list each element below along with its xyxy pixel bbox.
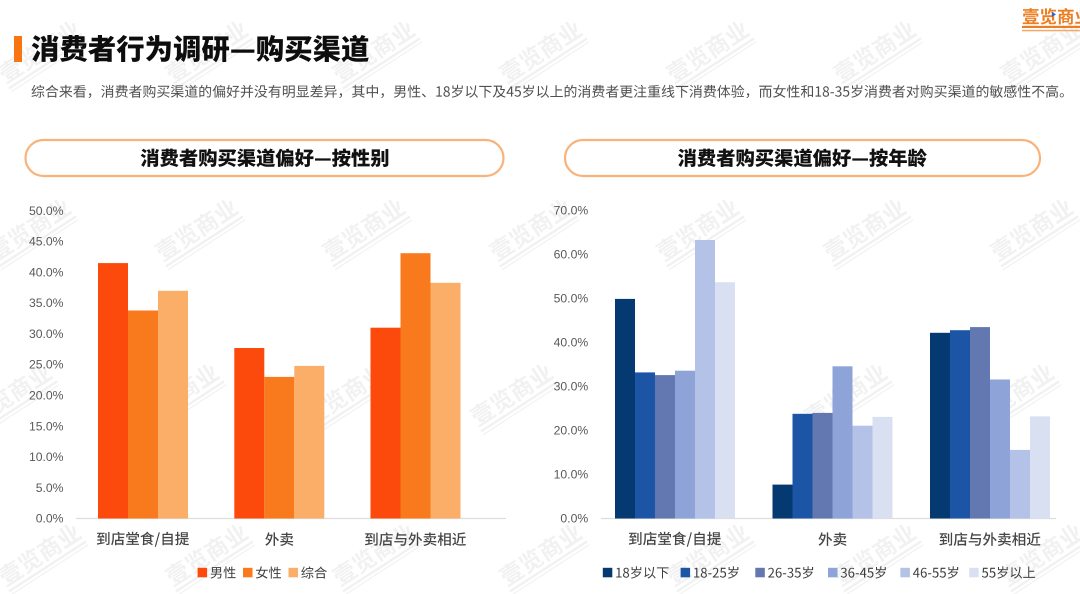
svg-text:45.0%: 45.0% xyxy=(29,235,64,249)
svg-text:15.0%: 15.0% xyxy=(29,419,64,433)
svg-text:25.0%: 25.0% xyxy=(29,358,64,372)
svg-text:40.0%: 40.0% xyxy=(29,265,64,279)
svg-text:60.0%: 60.0% xyxy=(554,248,589,262)
svg-text:50.0%: 50.0% xyxy=(29,204,64,218)
svg-text:35.0%: 35.0% xyxy=(29,296,64,310)
svg-text:20.0%: 20.0% xyxy=(29,389,64,403)
svg-text:10.0%: 10.0% xyxy=(554,468,589,482)
svg-text:0.0%: 0.0% xyxy=(560,512,588,526)
svg-text:40.0%: 40.0% xyxy=(554,336,589,350)
svg-text:30.0%: 30.0% xyxy=(29,327,64,341)
svg-text:20.0%: 20.0% xyxy=(554,424,589,438)
svg-text:10.0%: 10.0% xyxy=(29,450,64,464)
svg-text:70.0%: 70.0% xyxy=(554,204,589,218)
svg-text:30.0%: 30.0% xyxy=(554,380,589,394)
svg-text:5.0%: 5.0% xyxy=(36,481,64,495)
svg-text:0.0%: 0.0% xyxy=(36,512,64,526)
svg-text:50.0%: 50.0% xyxy=(554,292,589,306)
